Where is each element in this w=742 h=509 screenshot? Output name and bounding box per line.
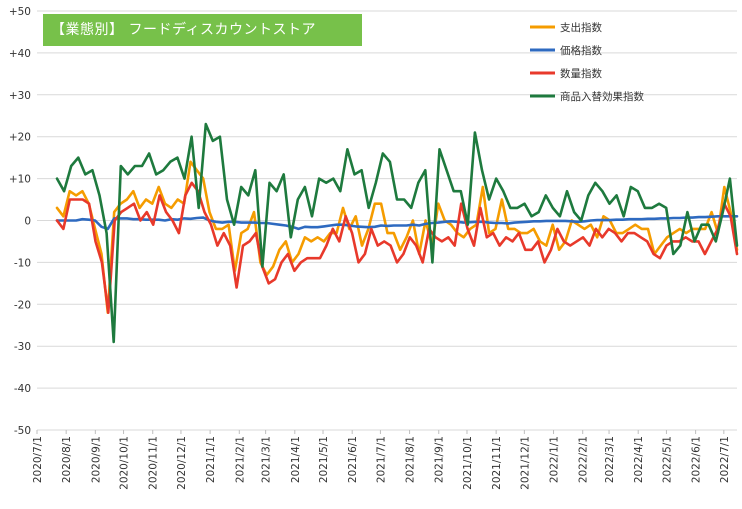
x-tick-label: 2020/12/1 [176,436,188,490]
x-tick-label: 2021/10/1 [462,436,474,490]
x-tick-label: 2021/1/1 [205,436,217,483]
x-tick-label: 2021/7/1 [375,436,387,483]
legend-label: 支出指数 [560,21,602,34]
x-tick-label: 2020/7/1 [32,436,44,483]
y-tick-label: +30 [9,90,31,102]
chart-title: 【業態別】 フードディスカウントストア [43,14,362,46]
y-tick-label: +40 [9,48,31,60]
y-tick-label: -50 [14,425,31,437]
x-tick-label: 2021/11/1 [491,436,503,490]
y-tick-label: +20 [9,132,31,144]
x-tick-label: 2020/11/1 [148,436,160,490]
series-line-3 [55,122,739,344]
series-line-0 [55,160,739,315]
x-tick-label: 2020/10/1 [119,436,131,490]
legend-label: 価格指数 [560,44,602,57]
x-tick-label: 2020/9/1 [90,436,102,483]
x-tick-label: 2022/7/1 [719,436,731,483]
x-tick-label: 2021/8/1 [405,436,417,483]
y-tick-label: -30 [14,341,31,353]
x-tick-label: 2022/2/1 [578,436,590,483]
x-tick-label: 2021/12/1 [519,436,531,490]
x-tick-label: 2021/4/1 [290,436,302,483]
y-tick-label: -20 [14,299,31,311]
x-tick-label: 2020/8/1 [61,436,73,483]
series-line-1 [55,215,739,231]
x-tick-label: 2021/9/1 [434,436,446,483]
legend-label: 商品入替効果指数 [560,90,644,103]
legend-label: 数量指数 [560,67,602,80]
x-tick-label: 2022/4/1 [633,436,645,483]
y-tick-label: +10 [9,174,31,186]
x-tick-label: 2021/5/1 [318,436,330,483]
x-tick-label: 2021/6/1 [347,436,359,483]
x-tick-label: 2022/1/1 [549,436,561,483]
y-tick-label: -10 [14,257,31,269]
y-tick-label: -40 [14,383,31,395]
y-tick-label: +50 [9,6,31,18]
x-tick-label: 2021/2/1 [234,436,246,483]
x-tick-label: 2021/3/1 [261,436,273,483]
x-tick-label: 2022/3/1 [604,436,616,483]
y-tick-label: 0 [24,216,31,228]
series-line-2 [55,181,739,315]
x-tick-label: 2022/6/1 [691,436,703,483]
x-tick-label: 2022/5/1 [661,436,673,483]
